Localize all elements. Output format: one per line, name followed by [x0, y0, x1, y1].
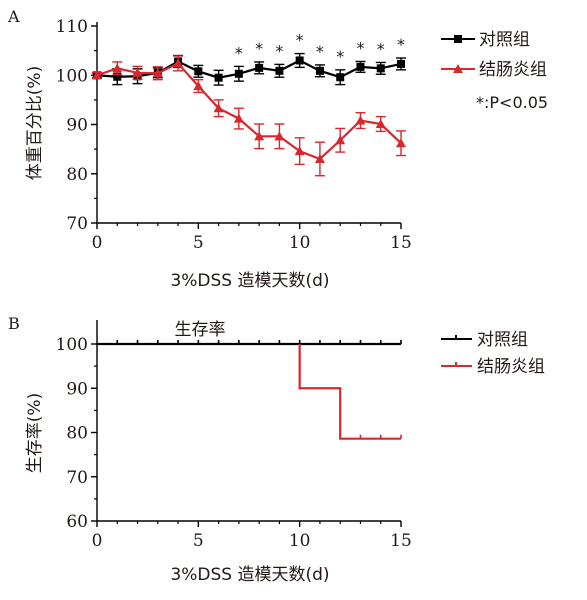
significance-asterisk: *	[377, 39, 385, 58]
x-tick-label: 10	[289, 531, 311, 551]
control-data-point	[234, 69, 243, 78]
significance-asterisk: *	[235, 43, 243, 62]
significance-asterisk: *	[255, 39, 263, 58]
panel-b-axes	[96, 320, 401, 522]
panel-b-legend: 对照组 结肠炎组	[441, 330, 545, 377]
colitis-data-point	[92, 70, 102, 80]
colitis-survival-line	[298, 344, 401, 440]
control-data-point	[194, 67, 203, 76]
significance-asterisk: *	[275, 41, 283, 60]
control-data-point	[113, 72, 122, 81]
colitis-data-point	[314, 153, 325, 163]
panel-a-y-axis-label: 体重百分比(%)	[25, 66, 45, 180]
control-data-point	[255, 63, 264, 72]
legend-b-control-label: 对照组	[477, 330, 528, 350]
legend-b-colitis-label: 结肠炎组	[477, 357, 545, 377]
panel-a-x-ticks: 0 5 10 15	[92, 223, 412, 253]
control-data-point	[315, 66, 324, 75]
panel-b: B 60 70 80 90 100 0 5 10 15 生存率 生存率(%) 3%DSS 造模…	[8, 314, 545, 585]
x-tick-label: 5	[193, 233, 204, 253]
control-data-point	[275, 66, 284, 75]
y-tick-label: 60	[66, 512, 88, 532]
panel-a: A 70 80 90 100 110 0 5 10 15 * * * * * * * * * 体重百分比(%)…	[7, 7, 548, 291]
colitis-data-point	[274, 131, 285, 141]
control-data-point	[295, 56, 304, 65]
colitis-data-point	[335, 135, 346, 145]
panel-a-legend: 对照组 结肠炎组 *:P<0.05	[441, 30, 548, 112]
colitis-data-point	[173, 58, 184, 68]
y-tick-label: 110	[56, 17, 88, 37]
y-tick-label: 100	[56, 66, 88, 86]
y-tick-label: 100	[56, 335, 88, 355]
y-tick-label: 70	[66, 468, 88, 488]
y-tick-label: 80	[66, 424, 88, 444]
colitis-data-point	[233, 113, 244, 123]
panel-a-significance: * * * * * * * * *	[235, 31, 405, 66]
colitis-data-point	[355, 115, 366, 125]
panel-b-y-axis-label: 生存率(%)	[25, 393, 45, 473]
panel-b-series	[97, 340, 402, 440]
panel-b-title: 生存率	[175, 320, 226, 340]
panel-b-x-ticks: 0 5 10 15	[92, 521, 412, 551]
significance-asterisk: *	[397, 35, 405, 54]
panel-b-y-ticks: 60 70 80 90 100	[56, 335, 97, 532]
control-data-point	[214, 73, 223, 82]
colitis-data-point	[132, 67, 143, 77]
significance-asterisk: *	[336, 47, 344, 66]
control-data-point	[376, 64, 385, 73]
legend-a-item-control: 对照组	[441, 30, 530, 50]
colitis-data-point	[112, 63, 123, 73]
control-data-point	[356, 62, 365, 71]
control-series-line	[96, 59, 402, 79]
x-tick-label: 10	[289, 233, 311, 253]
x-tick-label: 5	[193, 531, 204, 551]
legend-b-item-colitis: 结肠炎组	[441, 357, 545, 377]
panel-b-x-axis-label: 3%DSS 造模天数(d)	[170, 565, 329, 585]
control-data-point	[336, 73, 345, 82]
colitis-data-point	[213, 103, 224, 113]
y-tick-label: 90	[66, 116, 88, 136]
significance-asterisk: *	[296, 31, 304, 50]
significance-asterisk: *	[316, 42, 324, 61]
panel-a-axes	[96, 22, 401, 224]
y-tick-label: 90	[66, 379, 88, 399]
panel-a-significance-note: *:P<0.05	[476, 93, 548, 112]
colitis-data-point	[396, 138, 406, 148]
panel-a-x-axis-label: 3%DSS 造模天数(d)	[170, 271, 329, 291]
x-tick-label: 0	[92, 531, 103, 551]
colitis-series-line	[96, 62, 402, 161]
x-tick-label: 15	[390, 233, 412, 253]
panel-a-y-ticks: 70 80 90 100 110	[56, 17, 97, 234]
legend-a-control-label: 对照组	[479, 30, 530, 50]
y-tick-label: 80	[66, 165, 88, 185]
colitis-data-point	[254, 131, 265, 141]
colitis-data-point	[193, 81, 204, 91]
panel-b-label: B	[8, 314, 20, 333]
panel-a-series	[92, 52, 406, 177]
legend-a-colitis-marker	[453, 64, 463, 73]
legend-a-colitis-label: 结肠炎组	[479, 60, 547, 80]
colitis-data-point	[375, 119, 386, 129]
x-tick-label: 15	[390, 531, 412, 551]
legend-a-control-marker	[454, 35, 462, 43]
legend-b-item-control: 对照组	[441, 330, 528, 350]
colitis-data-point	[152, 68, 163, 78]
control-data-point	[397, 59, 405, 68]
legend-a-item-colitis: 结肠炎组	[441, 60, 547, 80]
y-tick-label: 70	[66, 214, 88, 234]
significance-asterisk: *	[356, 38, 364, 57]
x-tick-label: 0	[92, 233, 103, 253]
panel-a-label: A	[7, 7, 20, 26]
colitis-data-point	[294, 146, 305, 156]
